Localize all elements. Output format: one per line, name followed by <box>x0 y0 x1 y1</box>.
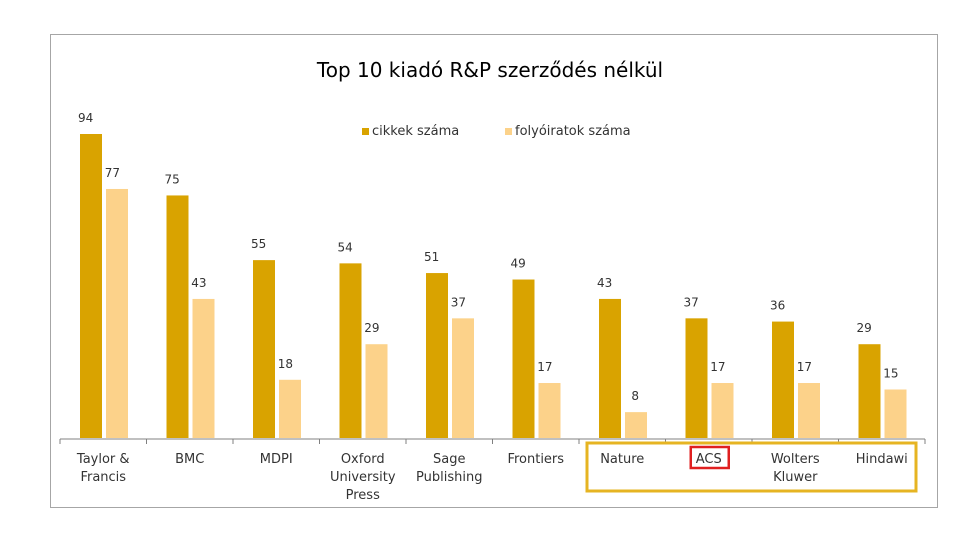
data-label-cikkek-frontiers: 49 <box>511 257 526 271</box>
category-label-hindawi: Hindawi <box>856 452 908 467</box>
bar-folyoiratok-oxford-university-press <box>365 344 388 438</box>
category-label-oxford-university-press: Oxford <box>341 452 385 467</box>
category-label-nature: Nature <box>600 452 644 467</box>
category-label-wolters-kluwer: Wolters <box>771 452 820 467</box>
data-label-folyoiratok-acs: 17 <box>710 360 725 374</box>
legend-item-cikkek: cikkek száma <box>362 124 459 139</box>
bar-cikkek-wolters-kluwer <box>772 321 794 438</box>
legend-item-folyoiratok: folyóiratok száma <box>505 124 631 139</box>
data-label-cikkek-mdpi: 55 <box>251 237 266 251</box>
data-label-folyoiratok-taylor-francis: 77 <box>105 166 120 180</box>
highlight-box-acs <box>689 445 730 470</box>
bar-folyoiratok-taylor-francis <box>106 188 128 438</box>
bar-cikkek-oxford-university-press <box>339 263 362 438</box>
data-label-cikkek-acs: 37 <box>684 295 699 309</box>
bar-cikkek-frontiers <box>512 279 535 438</box>
bar-cikkek-nature <box>599 298 621 438</box>
category-label-mdpi: MDPI <box>260 452 293 467</box>
data-label-folyoiratok-wolters-kluwer: 17 <box>797 360 812 374</box>
bar-cikkek-bmc <box>166 195 189 438</box>
category-label-taylor-francis: Francis <box>80 470 126 485</box>
data-label-folyoiratok-mdpi: 18 <box>278 357 293 371</box>
data-label-cikkek-wolters-kluwer: 36 <box>770 299 785 313</box>
legend-label-folyoiratok: folyóiratok száma <box>515 124 631 139</box>
bar-folyoiratok-mdpi <box>279 379 301 438</box>
data-label-folyoiratok-nature: 8 <box>631 389 639 403</box>
category-label-frontiers: Frontiers <box>507 452 564 467</box>
category-label-acs: ACS <box>696 452 722 467</box>
highlight-box-group <box>585 441 918 493</box>
data-label-folyoiratok-sage-publishing: 37 <box>451 295 466 309</box>
bar-cikkek-mdpi <box>253 260 275 438</box>
chart-frame <box>50 34 938 508</box>
bar-folyoiratok-nature <box>625 412 647 438</box>
data-label-folyoiratok-hindawi: 15 <box>883 366 898 380</box>
bar-folyoiratok-sage-publishing <box>452 318 474 438</box>
category-label-bmc: BMC <box>175 452 204 467</box>
data-label-cikkek-oxford-university-press: 54 <box>338 240 353 254</box>
bar-cikkek-hindawi <box>858 344 881 438</box>
bar-cikkek-sage-publishing <box>426 273 448 438</box>
data-label-folyoiratok-bmc: 43 <box>191 276 206 290</box>
data-label-folyoiratok-oxford-university-press: 29 <box>364 321 379 335</box>
data-label-folyoiratok-frontiers: 17 <box>537 360 552 374</box>
category-label-oxford-university-press: University <box>330 470 396 485</box>
bar-folyoiratok-bmc <box>192 298 215 438</box>
bar-folyoiratok-acs <box>711 383 734 438</box>
chart-title: Top 10 kiadó R&P szerződés nélkül <box>316 58 664 82</box>
legend-swatch-folyoiratok <box>505 128 512 135</box>
bar-cikkek-acs <box>685 318 708 438</box>
bar-cikkek-taylor-francis <box>80 134 102 438</box>
data-label-cikkek-bmc: 75 <box>165 172 180 186</box>
category-label-sage-publishing: Publishing <box>416 470 482 485</box>
bar-folyoiratok-wolters-kluwer <box>798 383 820 438</box>
legend-swatch-cikkek <box>362 128 369 135</box>
category-label-wolters-kluwer: Kluwer <box>773 470 818 485</box>
data-label-cikkek-hindawi: 29 <box>857 321 872 335</box>
data-label-cikkek-taylor-francis: 94 <box>78 111 93 125</box>
category-label-oxford-university-press: Press <box>346 488 380 503</box>
legend-label-cikkek: cikkek száma <box>372 124 460 139</box>
category-label-sage-publishing: Sage <box>433 452 465 467</box>
data-label-cikkek-nature: 43 <box>597 276 612 290</box>
bar-folyoiratok-frontiers <box>538 383 561 438</box>
category-label-taylor-francis: Taylor & <box>76 452 130 467</box>
data-label-cikkek-sage-publishing: 51 <box>424 250 439 264</box>
bar-folyoiratok-hindawi <box>884 389 907 438</box>
